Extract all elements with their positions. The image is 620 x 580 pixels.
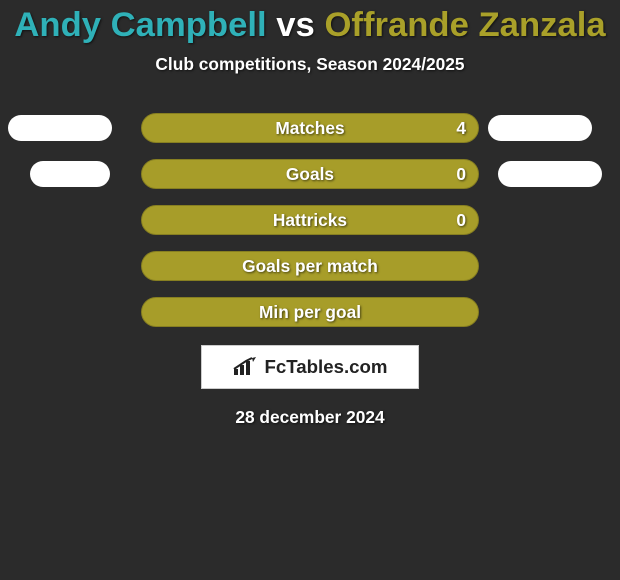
comparison-card: Andy Campbell vs Offrande Zanzala Club c… <box>0 0 620 580</box>
bar-chart-icon <box>232 357 258 377</box>
stat-row: Matches4 <box>0 113 620 143</box>
date-line: 28 december 2024 <box>0 407 620 428</box>
stat-label: Goals per match <box>142 256 478 277</box>
stat-bar: Min per goal <box>141 297 479 327</box>
stat-row: Goals per match <box>0 251 620 281</box>
brand-text: FcTables.com <box>264 356 387 378</box>
stat-row: Min per goal <box>0 297 620 327</box>
stat-value: 0 <box>456 164 466 185</box>
side-ellipse <box>30 161 110 187</box>
stat-bar: Goals0 <box>141 159 479 189</box>
page-title: Andy Campbell vs Offrande Zanzala <box>0 0 620 44</box>
stat-label: Min per goal <box>142 302 478 323</box>
side-ellipse <box>488 115 592 141</box>
brand-box[interactable]: FcTables.com <box>201 345 419 389</box>
stat-label: Goals <box>142 164 478 185</box>
subtitle: Club competitions, Season 2024/2025 <box>0 54 620 75</box>
stat-rows: Matches4Goals0Hattricks0Goals per matchM… <box>0 113 620 327</box>
stat-row: Hattricks0 <box>0 205 620 235</box>
title-player-right: Offrande Zanzala <box>324 6 605 44</box>
stat-bar: Goals per match <box>141 251 479 281</box>
side-ellipse <box>498 161 602 187</box>
stat-label: Matches <box>142 118 478 139</box>
stat-value: 4 <box>456 118 466 139</box>
stat-value: 0 <box>456 210 466 231</box>
stat-bar: Matches4 <box>141 113 479 143</box>
stat-row: Goals0 <box>0 159 620 189</box>
side-ellipse <box>8 115 112 141</box>
title-player-left: Andy Campbell <box>14 6 266 44</box>
title-vs: vs <box>267 6 325 44</box>
stat-bar: Hattricks0 <box>141 205 479 235</box>
stat-label: Hattricks <box>142 210 478 231</box>
